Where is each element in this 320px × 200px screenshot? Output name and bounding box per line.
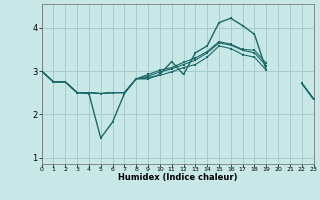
X-axis label: Humidex (Indice chaleur): Humidex (Indice chaleur) bbox=[118, 173, 237, 182]
